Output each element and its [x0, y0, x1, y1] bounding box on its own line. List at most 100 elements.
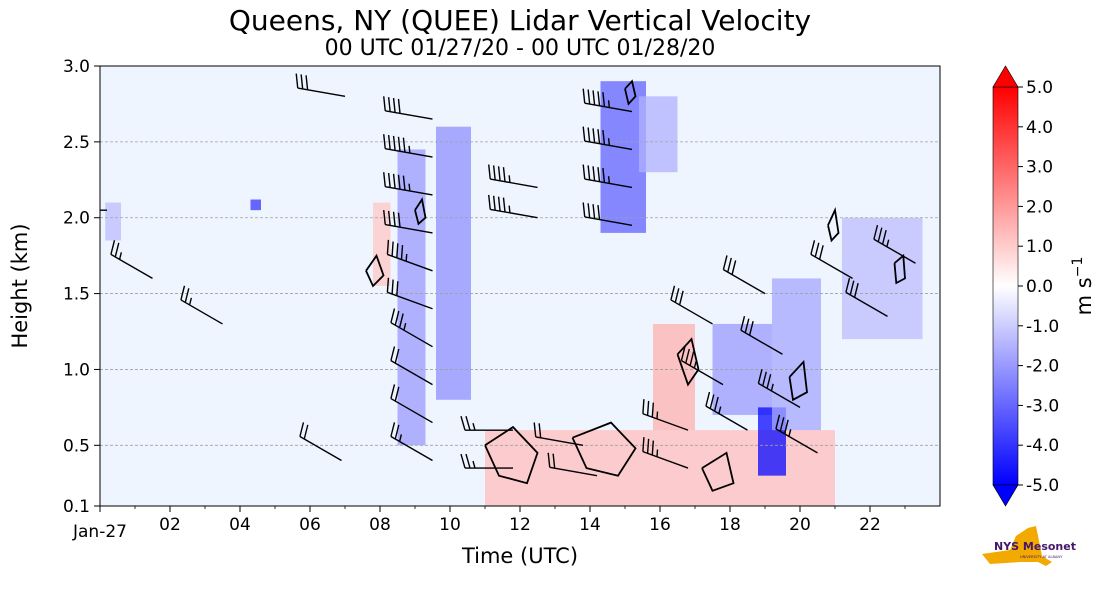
wind-barb-flag [713, 396, 719, 412]
wind-barb-flag [740, 315, 746, 331]
wind-barb-half-flag [408, 145, 411, 154]
wind-barb-flag [392, 135, 396, 151]
wind-barb-flag [646, 438, 650, 454]
wind-barb [680, 346, 724, 386]
y-tick-label: 3.0 [63, 57, 90, 77]
wind-barb-flag [488, 164, 491, 180]
y-tick-label: 1.0 [63, 360, 90, 380]
wind-barb-flag [670, 285, 676, 301]
wind-barb-flag [762, 371, 767, 387]
wind-barb [582, 126, 633, 151]
nys-mesonet-logo: NYS Mesonet UNIVERSITY AT ALBANY [980, 522, 1080, 572]
x-tick-label: 14 [579, 515, 601, 535]
wind-barb-flag [779, 417, 785, 432]
wind-barb-flag [597, 167, 601, 182]
wind-barb-flag [547, 452, 551, 468]
wind-barb-flag [392, 211, 396, 227]
wind-barb-flag [873, 224, 879, 240]
wind-barb-flag [390, 346, 396, 361]
wind-barb-flag [642, 399, 645, 414]
wind-barb-shaft [385, 223, 433, 234]
wind-barb-flag [397, 212, 401, 228]
wind-barb [582, 88, 633, 113]
wind-barb-flag [845, 278, 851, 293]
wind-barb-flag [775, 414, 781, 430]
x-tick-label: Jan-27 [72, 522, 127, 542]
x-tick-label: 02 [159, 515, 181, 535]
wind-barb-half-flag [188, 297, 193, 306]
wind-barb-flag [582, 202, 586, 218]
plot-area [99, 65, 941, 507]
wind-barb-flag [597, 91, 601, 106]
colorbar-tick-label: 0.0 [1026, 277, 1053, 297]
wind-barb-flag [390, 384, 396, 399]
wind-barb [582, 202, 633, 226]
wind-barb-flag [592, 166, 596, 181]
wind-barb [390, 346, 433, 386]
x-tick-label: 06 [299, 515, 321, 535]
wind-barb-flag [552, 453, 556, 469]
wind-barb-flag [386, 277, 390, 293]
wind-barb-flag [533, 422, 537, 438]
logo-text: NYS Mesonet [994, 540, 1076, 553]
wind-barb-flag [592, 204, 596, 219]
wind-barb-flag [592, 128, 596, 143]
contour-line [701, 451, 735, 492]
wind-barb-half-flag [408, 183, 411, 192]
wind-barb-flag [678, 290, 684, 306]
wind-barb [390, 422, 433, 462]
wind-barb [110, 240, 153, 280]
wind-barb-half-flag [398, 434, 403, 442]
velocity-region [653, 323, 695, 431]
x-tick-label: 10 [439, 515, 461, 535]
velocity-region [600, 81, 646, 233]
wind-barb-flag [396, 243, 399, 258]
wind-barb-flag [502, 197, 506, 213]
wind-barb-flag [386, 239, 390, 255]
wind-barb-flag [402, 175, 406, 191]
wind-barb-shaft [385, 148, 433, 158]
y-tick-label: 2.5 [63, 133, 90, 153]
wind-barb-flag [396, 281, 399, 296]
wind-barb-flag [587, 165, 591, 180]
wind-barb-shaft [642, 450, 689, 469]
wind-barb-flag [709, 394, 715, 409]
wind-barb [642, 437, 689, 469]
velocity-region [842, 217, 923, 340]
wind-barb-shaft [297, 87, 346, 98]
wind-barb-shaft [385, 185, 433, 196]
wind-barb-flag [303, 424, 309, 440]
y-axis-label: Height (km) [8, 223, 32, 348]
wind-barb [383, 210, 433, 234]
wind-barb-shaft [490, 178, 538, 189]
wind-barb [642, 399, 689, 431]
contour-line [893, 253, 906, 285]
colorbar-tick-label: 2.0 [1026, 197, 1053, 217]
wind-barb [386, 239, 433, 272]
velocity-field [105, 81, 923, 506]
wind-barb-flag [727, 257, 732, 273]
wind-barb-flag [877, 227, 883, 242]
colorbar-max-arrow [992, 65, 1019, 88]
contour-line [571, 421, 637, 477]
wind-barb-flag [705, 391, 711, 407]
wind-barb-flag [184, 288, 190, 303]
wind-barb-shaft [723, 268, 766, 295]
wind-barb-flag [582, 164, 586, 180]
wind-barb-shaft [584, 102, 633, 113]
wind-barb-shaft [642, 413, 689, 431]
wind-barb-half-flag [788, 429, 792, 437]
x-tick-label: 12 [509, 515, 531, 535]
wind-barb-flag [651, 402, 655, 418]
wind-barb-shaft [390, 435, 433, 462]
wind-barb-flag [387, 172, 391, 188]
wind-barb-shaft [387, 253, 433, 272]
wind-barb-flag [810, 240, 816, 255]
wind-barb-flag [465, 415, 471, 431]
velocity-region [105, 202, 121, 241]
wind-barb-shaft [584, 140, 633, 151]
wind-barb-shaft [390, 397, 433, 424]
velocity-region [373, 202, 391, 286]
wind-barb-flag [582, 126, 586, 142]
colorbar-tick-label: -5.0 [1026, 476, 1059, 496]
